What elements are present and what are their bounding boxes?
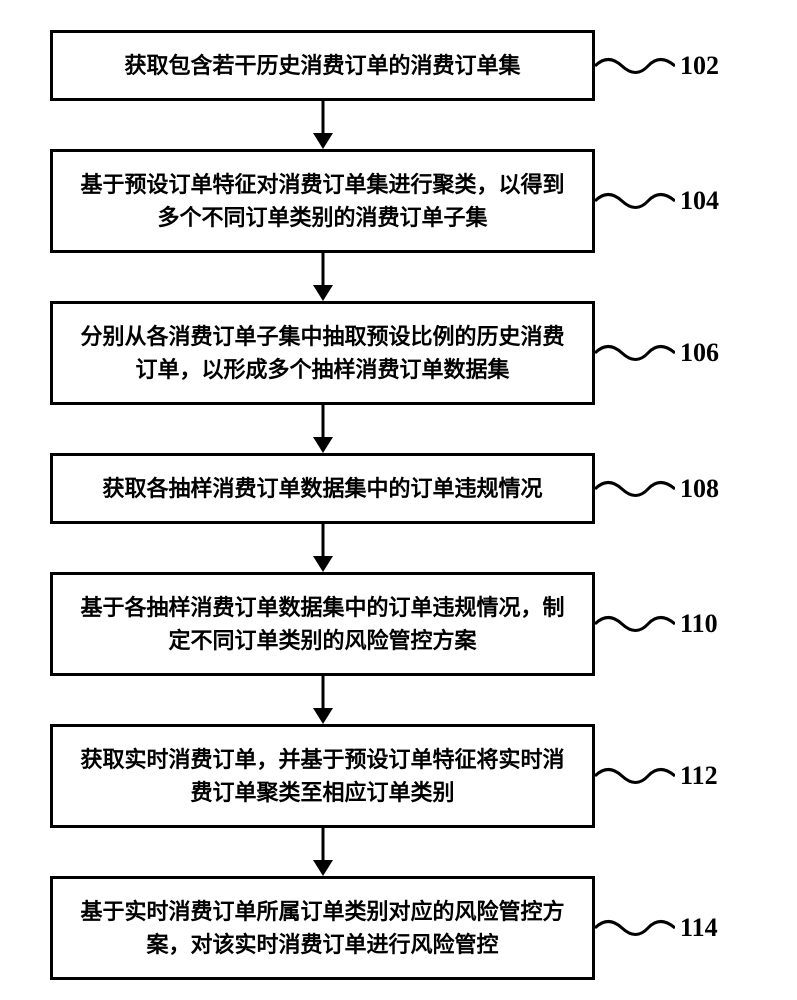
flowchart-step: 获取包含若干历史消费订单的消费订单集 102 (50, 30, 750, 101)
arrow-container (50, 676, 595, 724)
flowchart-step: 获取各抽样消费订单数据集中的订单违规情况 108 (50, 453, 750, 524)
flowchart-step: 分别从各消费订单子集中抽取预设比例的历史消费订单，以形成多个抽样消费订单数据集 … (50, 301, 750, 405)
flowchart-step: 基于各抽样消费订单数据集中的订单违规情况，制定不同订单类别的风险管控方案 110 (50, 572, 750, 676)
arrow-container (50, 101, 595, 149)
arrow-down-icon (308, 101, 338, 149)
step-number-label: 106 (680, 338, 719, 368)
step-label-container: 102 (595, 51, 719, 81)
step-box: 获取实时消费订单，并基于预设订单特征将实时消费订单聚类至相应订单类别 (50, 724, 595, 828)
arrow-down-icon (308, 405, 338, 453)
flowchart-step: 基于实时消费订单所属订单类别对应的风险管控方案，对该实时消费订单进行风险管控 1… (50, 876, 750, 980)
step-number-label: 104 (680, 186, 719, 216)
wave-connector-icon (595, 338, 675, 368)
step-number-label: 108 (680, 474, 719, 504)
arrow-container (50, 405, 595, 453)
wave-connector-icon (595, 913, 675, 943)
step-box: 分别从各消费订单子集中抽取预设比例的历史消费订单，以形成多个抽样消费订单数据集 (50, 301, 595, 405)
arrow-container (50, 524, 595, 572)
step-box: 获取包含若干历史消费订单的消费订单集 (50, 30, 595, 101)
step-label-container: 108 (595, 474, 719, 504)
wave-connector-icon (595, 186, 675, 216)
step-box: 基于各抽样消费订单数据集中的订单违规情况，制定不同订单类别的风险管控方案 (50, 572, 595, 676)
step-number-label: 102 (680, 51, 719, 81)
step-box: 获取各抽样消费订单数据集中的订单违规情况 (50, 453, 595, 524)
arrow-down-icon (308, 828, 338, 876)
flowchart-step: 基于预设订单特征对消费订单集进行聚类，以得到多个不同订单类别的消费订单子集 10… (50, 149, 750, 253)
wave-connector-icon (595, 761, 675, 791)
step-box: 基于实时消费订单所属订单类别对应的风险管控方案，对该实时消费订单进行风险管控 (50, 876, 595, 980)
step-label-container: 114 (595, 913, 718, 943)
flowchart-container: 获取包含若干历史消费订单的消费订单集 102 基于预设订单特征对消费订单集进行聚… (50, 30, 750, 980)
arrow-down-icon (308, 524, 338, 572)
step-label-container: 110 (595, 609, 718, 639)
arrow-container (50, 828, 595, 876)
arrow-down-icon (308, 253, 338, 301)
flowchart-step: 获取实时消费订单，并基于预设订单特征将实时消费订单聚类至相应订单类别 112 (50, 724, 750, 828)
step-box: 基于预设订单特征对消费订单集进行聚类，以得到多个不同订单类别的消费订单子集 (50, 149, 595, 253)
wave-connector-icon (595, 51, 675, 81)
step-label-container: 106 (595, 338, 719, 368)
step-label-container: 112 (595, 761, 718, 791)
wave-connector-icon (595, 474, 675, 504)
arrow-down-icon (308, 676, 338, 724)
step-number-label: 110 (680, 609, 718, 639)
arrow-container (50, 253, 595, 301)
step-number-label: 112 (680, 761, 718, 791)
step-number-label: 114 (680, 913, 718, 943)
wave-connector-icon (595, 609, 675, 639)
step-label-container: 104 (595, 186, 719, 216)
